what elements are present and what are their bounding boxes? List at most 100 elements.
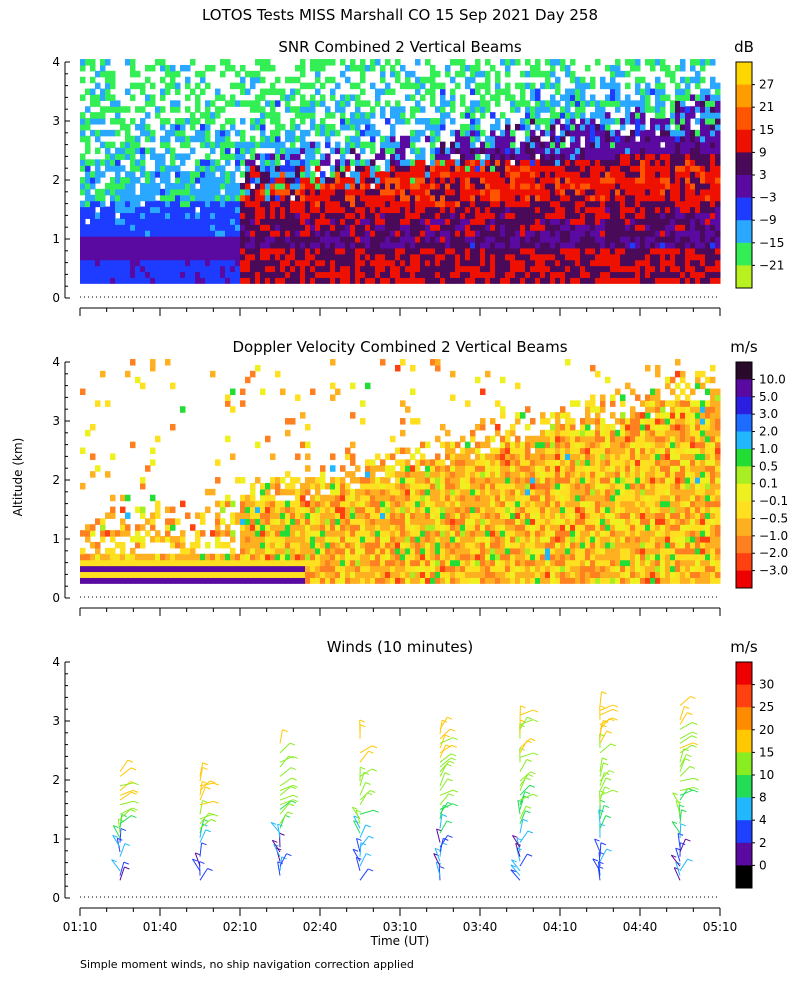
snr-cell: [495, 118, 501, 125]
snr-cell: [460, 147, 466, 155]
doppler-cell: [285, 530, 291, 537]
snr-cell: [610, 100, 616, 107]
snr-cell: [630, 241, 636, 249]
snr-cell: [605, 82, 611, 90]
snr-cell: [710, 212, 716, 219]
snr-cell: [420, 253, 426, 261]
snr-cell: [195, 159, 201, 166]
snr-cell: [435, 200, 441, 208]
snr-cell: [710, 141, 716, 149]
snr-cell: [150, 265, 156, 273]
snr-cell: [685, 236, 691, 243]
snr-cell: [685, 94, 691, 101]
snr-cell: [305, 236, 311, 243]
doppler-cell: [210, 565, 216, 573]
snr-cell: [575, 182, 581, 190]
snr-cell: [650, 159, 656, 166]
snr-cell: [625, 194, 631, 202]
snr-cell: [595, 188, 601, 196]
doppler-cell: [145, 553, 151, 561]
snr-cell: [110, 118, 116, 125]
snr-cell: [285, 277, 291, 284]
snr-cell: [675, 259, 681, 267]
doppler-cell: [180, 536, 186, 543]
snr-cell: [625, 147, 631, 155]
snr-cell: [635, 88, 641, 96]
doppler-cell: [145, 565, 151, 573]
snr-cell: [270, 236, 276, 243]
doppler-cell: [390, 494, 396, 502]
doppler-cell: [350, 494, 356, 502]
snr-cell: [675, 218, 681, 225]
snr-cell: [690, 106, 696, 113]
snr-cell: [705, 112, 711, 119]
snr-cell: [185, 200, 191, 208]
snr-cell: [445, 159, 451, 166]
snr-cell: [515, 212, 521, 219]
snr-cell: [185, 236, 191, 243]
snr-cell: [80, 253, 86, 261]
snr-cell: [690, 182, 696, 190]
snr-cell: [585, 265, 591, 273]
snr-cell: [695, 165, 701, 172]
snr-cell: [505, 194, 511, 202]
snr-cell: [530, 112, 536, 119]
doppler-cell: [240, 518, 246, 525]
snr-cell: [435, 153, 441, 160]
doppler-cell: [270, 536, 276, 543]
snr-cell: [640, 94, 646, 101]
snr-cell: [290, 94, 296, 101]
snr-cell: [200, 182, 206, 190]
snr-cell: [710, 82, 716, 90]
snr-cell: [430, 70, 436, 78]
snr-cell: [330, 94, 336, 101]
snr-cell: [635, 212, 641, 219]
snr-cell: [455, 241, 461, 249]
snr-cell: [490, 247, 496, 255]
snr-cell: [620, 277, 626, 284]
snr-cell: [585, 224, 591, 231]
snr-cell: [400, 112, 406, 119]
snr-cell: [185, 171, 191, 178]
snr-cell: [640, 277, 646, 284]
snr-cell: [215, 224, 221, 231]
doppler-cell: [360, 571, 366, 578]
snr-cell: [510, 100, 516, 107]
snr-cell: [275, 171, 281, 178]
snr-cell: [565, 241, 571, 249]
snr-cell: [80, 153, 86, 160]
snr-cell: [595, 224, 601, 231]
snr-cell: [635, 76, 641, 84]
doppler-cell: [165, 518, 171, 525]
snr-cell: [705, 147, 711, 155]
snr-cell: [125, 277, 131, 284]
snr-cell: [695, 59, 701, 66]
snr-cell: [330, 271, 336, 278]
snr-cell: [140, 224, 146, 231]
snr-cell: [600, 147, 606, 155]
snr-cell: [155, 241, 161, 249]
snr-cell: [355, 171, 361, 178]
snr-cell: [280, 265, 286, 273]
snr-cell: [520, 182, 526, 190]
snr-cell: [120, 153, 126, 160]
snr-cell: [680, 259, 686, 267]
snr-cell: [85, 200, 91, 208]
snr-cell: [505, 141, 511, 149]
snr-cell: [550, 171, 556, 178]
snr-cell: [465, 200, 471, 208]
snr-cell: [250, 277, 256, 284]
doppler-cell: [200, 518, 206, 525]
snr-cell: [505, 135, 511, 143]
snr-cell: [605, 253, 611, 261]
doppler-cell: [215, 536, 221, 543]
snr-cell: [605, 247, 611, 255]
snr-cell: [385, 118, 391, 125]
snr-cell: [300, 253, 306, 261]
snr-cell: [545, 100, 551, 107]
snr-cell: [400, 182, 406, 190]
doppler-cell: [125, 571, 131, 578]
snr-cell: [650, 118, 656, 125]
snr-cell: [170, 147, 176, 155]
doppler-cell: [310, 559, 316, 567]
